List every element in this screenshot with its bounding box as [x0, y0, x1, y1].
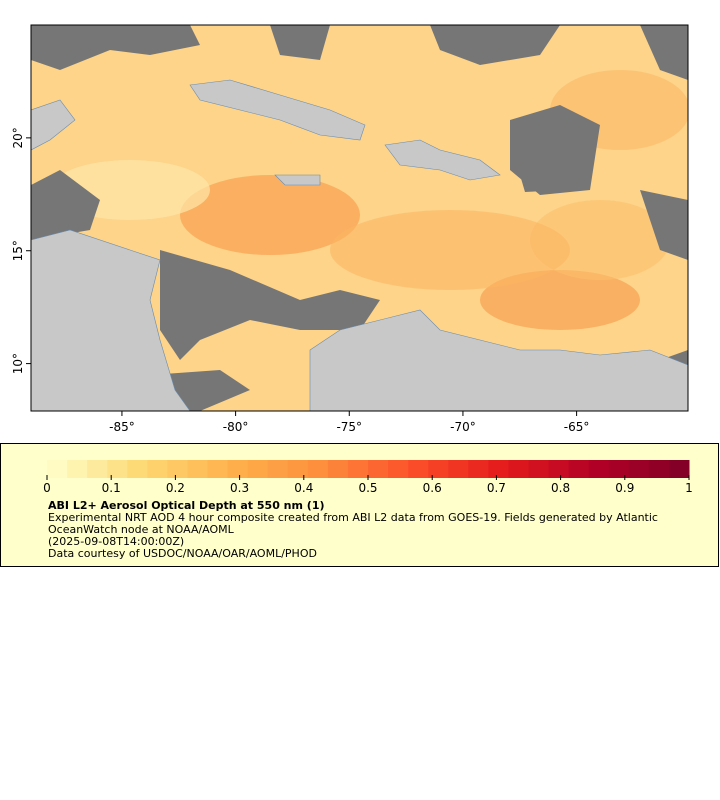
colorbar-cell [588, 460, 610, 478]
x-tick-label: -65° [564, 420, 590, 434]
colorbar-cell [608, 460, 630, 478]
colorbar-cell [247, 460, 269, 478]
x-tick-label: -70° [450, 420, 476, 434]
map-image [31, 25, 688, 411]
colorbar-cell [87, 460, 108, 478]
colorbar-tick-label: 0.2 [166, 481, 185, 495]
colorbar-cell [307, 460, 329, 478]
colorbar-tick-label: 0.6 [423, 481, 442, 495]
x-tick-label: -80° [223, 420, 249, 434]
colorbar-cell [668, 460, 690, 478]
colorbar-cell [187, 460, 208, 478]
colorbar-tick-label: 1 [685, 481, 693, 495]
colorbar-cell [548, 460, 570, 478]
colorbar-cell [267, 460, 289, 478]
caption: ABI L2+ Aerosol Optical Depth at 550 nm … [48, 500, 688, 560]
colorbar-tick-label: 0.1 [102, 481, 121, 495]
colorbar-tick-label: 0.4 [294, 481, 313, 495]
colorbar-tick-label: 0.3 [230, 481, 249, 495]
colorbar-cell [528, 460, 550, 478]
colorbar-cell [388, 460, 409, 478]
colorbar-cell [167, 460, 188, 478]
caption-title: ABI L2+ Aerosol Optical Depth at 550 nm … [48, 499, 325, 512]
colorbar-tick-label: 0.8 [551, 481, 570, 495]
colorbar-cell [568, 460, 590, 478]
caption-description: Experimental NRT AOD 4 hour composite cr… [48, 511, 658, 536]
colorbar-cell [448, 460, 469, 478]
colorbar-cell [127, 460, 148, 478]
colorbar-cell [227, 460, 249, 478]
colorbar-tick-label: 0.7 [487, 481, 506, 495]
colorbar-cell [327, 460, 349, 478]
colorbar-cell [67, 460, 88, 478]
colorbar-cell [468, 460, 489, 478]
colorbar-cell [628, 460, 650, 478]
colorbar-cell [47, 460, 68, 478]
colorbar-cell [347, 460, 369, 478]
caption-time: (2025-09-08T14:00:00Z) [48, 535, 185, 548]
colorbar-cell [107, 460, 128, 478]
colorbar-cell [368, 460, 389, 478]
colorbar-cell [648, 460, 670, 478]
y-tick-label: 10° [11, 353, 25, 374]
colorbar-cell [508, 460, 529, 478]
colorbar-cell [287, 460, 309, 478]
colorbar-cell [147, 460, 168, 478]
colorbar-tick-label: 0.5 [358, 481, 377, 495]
x-tick-label: -85° [109, 420, 135, 434]
colorbar-cell [488, 460, 509, 478]
caption-credit: Data courtesy of USDOC/NOAA/OAR/AOML/PHO… [48, 547, 317, 560]
colorbar-cell [428, 460, 449, 478]
colorbar-tick-label: 0 [43, 481, 51, 495]
colorbar-cell [207, 460, 229, 478]
colorbar-tick-label: 0.9 [615, 481, 634, 495]
map-frame [30, 24, 689, 412]
y-tick-label: 15° [11, 240, 25, 261]
y-tick-label: 20° [11, 127, 25, 148]
x-tick-label: -75° [336, 420, 362, 434]
colorbar-cell [408, 460, 429, 478]
